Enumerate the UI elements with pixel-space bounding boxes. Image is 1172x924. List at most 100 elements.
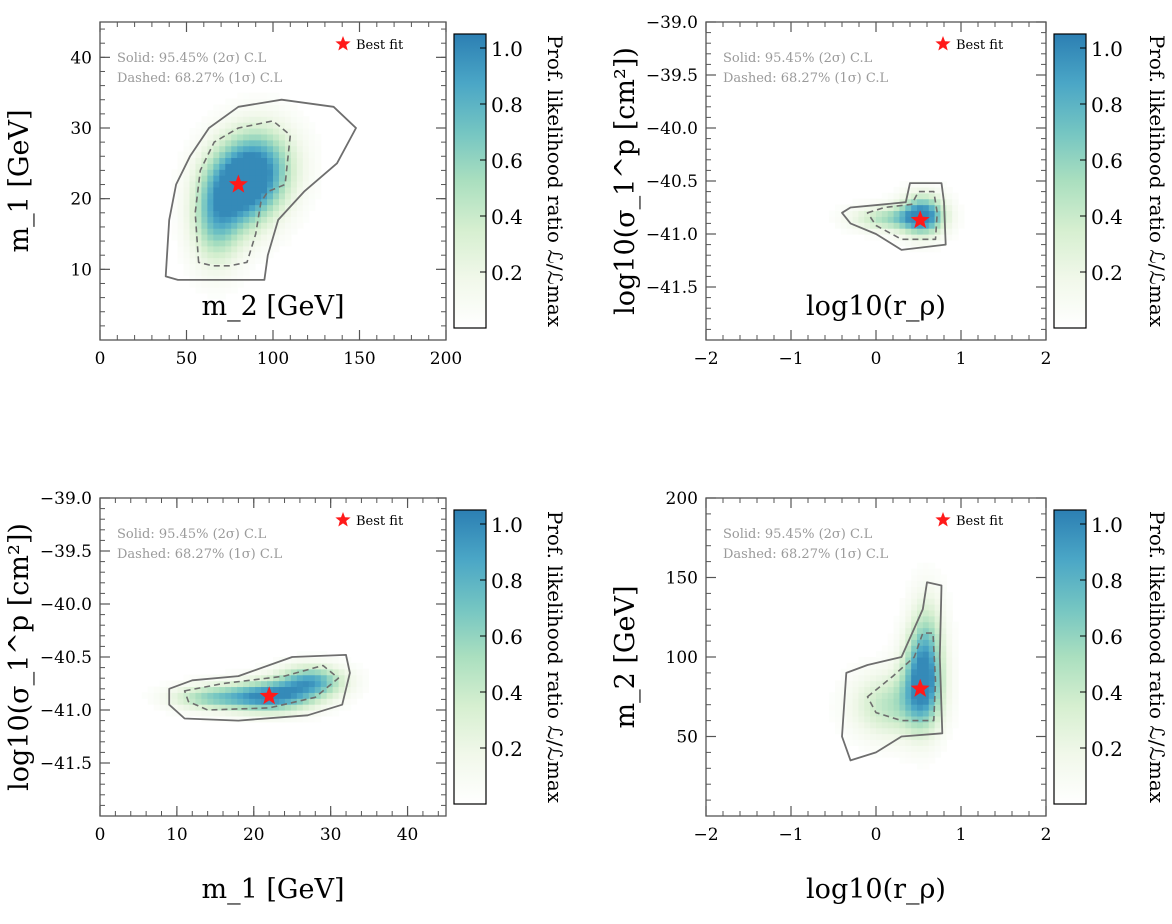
- heatmap-cell: [870, 715, 877, 723]
- heatmap-cell: [189, 175, 197, 182]
- heatmap-cell: [273, 686, 280, 693]
- heatmap-cell: [308, 662, 316, 670]
- heatmap-cell: [356, 680, 364, 688]
- heatmap-cell: [881, 198, 889, 206]
- x-tick-label: 0: [95, 349, 106, 369]
- heatmap-cell: [213, 680, 220, 688]
- heatmap-cell: [852, 692, 860, 699]
- heatmap-cell: [320, 680, 328, 688]
- heatmap-cell: [278, 234, 286, 241]
- heatmap-cell: [320, 692, 328, 699]
- heatmap-cell: [922, 604, 930, 611]
- heatmap-cell: [893, 204, 901, 212]
- heatmap-cell: [278, 204, 286, 212]
- heatmap-cell: [946, 698, 953, 705]
- heatmap-cell: [249, 692, 256, 699]
- heatmap-cell: [350, 692, 358, 699]
- heatmap-cell: [852, 704, 860, 711]
- heatmap-cell: [846, 686, 854, 693]
- heatmap-cell: [326, 662, 334, 670]
- heatmap-cell: [917, 704, 924, 711]
- heatmap-cell: [225, 139, 232, 147]
- heatmap-cell: [255, 674, 262, 682]
- heatmap-cell: [917, 181, 924, 188]
- heatmap-cell: [225, 257, 232, 265]
- heatmap-cell: [829, 210, 836, 217]
- heatmap-cell: [852, 680, 860, 688]
- heatmap-cell: [213, 145, 220, 153]
- heatmap-cell: [911, 598, 918, 605]
- heatmap-cell: [237, 245, 244, 253]
- heatmap-cell: [249, 116, 256, 123]
- heatmap-cell: [332, 657, 340, 664]
- heatmap-cell: [852, 721, 860, 729]
- heatmap-cell: [852, 727, 860, 735]
- heatmap-cell: [922, 645, 930, 652]
- heatmap-cell: [881, 680, 889, 688]
- heatmap-cell: [255, 169, 262, 176]
- heatmap-cell: [308, 139, 316, 147]
- heatmap-cell: [934, 721, 942, 729]
- heatmap-cell: [934, 657, 942, 664]
- heatmap-cell: [171, 204, 179, 212]
- heatmap-cell: [195, 157, 203, 164]
- y-tick-label: 10: [70, 260, 92, 280]
- heatmap-cell: [940, 698, 947, 705]
- heatmap-cell: [219, 287, 226, 294]
- heatmap-cell: [255, 192, 262, 200]
- heatmap-cell: [189, 257, 197, 265]
- heatmap-cell: [338, 686, 346, 693]
- heatmap-cell: [243, 122, 250, 129]
- heatmap-cell: [940, 651, 947, 658]
- heatmap-cell: [899, 721, 906, 729]
- heatmap-cell: [320, 698, 328, 705]
- heatmap-cell: [177, 204, 185, 212]
- heatmap-cell: [201, 128, 208, 135]
- heatmap-cell: [284, 704, 292, 711]
- heatmap-cell: [249, 222, 256, 229]
- heatmap-cell: [195, 198, 203, 206]
- heatmap-cell: [231, 157, 238, 164]
- heatmap-cell: [350, 686, 358, 693]
- heatmap-cell: [881, 745, 889, 752]
- heatmap-cell: [928, 674, 936, 682]
- heatmap-cell: [876, 228, 883, 235]
- legend-label: Best fit: [956, 514, 1004, 529]
- heatmap-cell: [946, 715, 953, 723]
- heatmap-cell: [261, 204, 268, 212]
- heatmap-cell: [231, 275, 238, 282]
- heatmap-cell: [189, 198, 197, 206]
- heatmap-cell: [829, 698, 836, 705]
- heatmap-cell: [870, 216, 877, 223]
- heatmap-cell: [219, 110, 226, 117]
- heatmap-cell: [911, 568, 918, 576]
- heatmap-cell: [314, 151, 322, 159]
- heatmap-cell: [183, 204, 191, 212]
- heatmap-cell: [249, 133, 256, 141]
- heatmap-cell: [201, 686, 208, 693]
- y-tick-label: −40.0: [646, 119, 698, 139]
- heatmap-cell: [928, 651, 936, 658]
- heatmap-cell: [881, 721, 889, 729]
- heatmap-cell: [946, 604, 953, 611]
- heatmap-cell: [905, 239, 912, 247]
- heatmap-cell: [864, 686, 871, 693]
- heatmap-cell: [225, 169, 232, 176]
- heatmap-cell: [284, 692, 292, 699]
- heatmap-cell: [213, 181, 220, 188]
- heatmap-cell: [922, 568, 930, 576]
- heatmap-cell: [273, 128, 280, 135]
- heatmap-cell: [876, 204, 883, 212]
- heatmap-cell: [296, 698, 304, 705]
- heatmap-cell: [243, 251, 250, 259]
- heatmap-cell: [201, 698, 208, 705]
- heatmap-cell: [243, 674, 250, 682]
- heatmap-cell: [917, 627, 924, 635]
- heatmap-cell: [189, 163, 197, 170]
- heatmap-cell: [852, 210, 860, 217]
- heatmap-cell: [922, 245, 930, 253]
- heatmap-cell: [255, 133, 262, 141]
- heatmap-cell: [243, 181, 250, 188]
- heatmap-cell: [278, 98, 286, 106]
- heatmap-cell: [225, 698, 232, 705]
